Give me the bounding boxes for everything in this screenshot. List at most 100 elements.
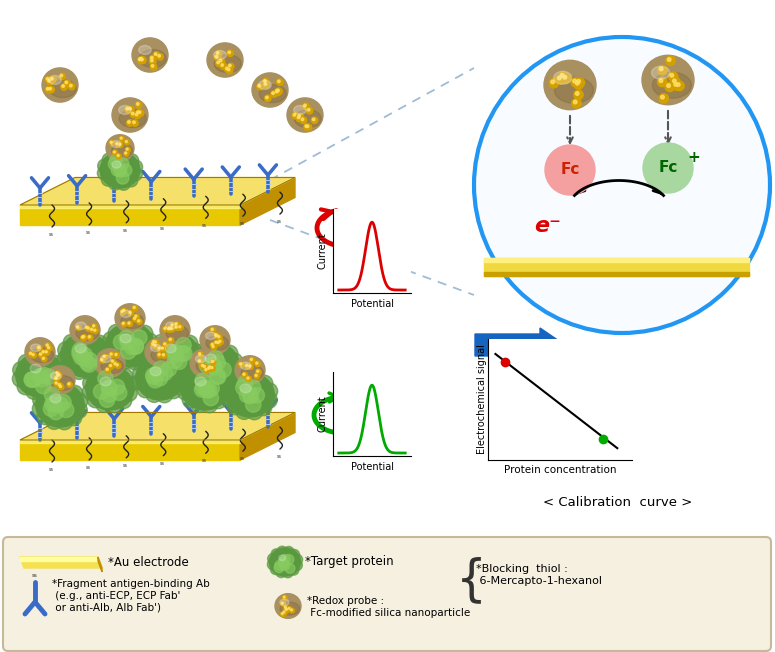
Circle shape: [106, 333, 123, 350]
Circle shape: [220, 369, 237, 386]
Circle shape: [153, 340, 159, 346]
Circle shape: [139, 58, 141, 61]
Text: ss: ss: [122, 228, 128, 233]
Circle shape: [63, 387, 79, 404]
Circle shape: [110, 353, 112, 355]
Ellipse shape: [140, 50, 166, 68]
Circle shape: [131, 334, 147, 350]
Circle shape: [272, 92, 274, 95]
Circle shape: [150, 59, 153, 62]
Circle shape: [161, 347, 164, 349]
Circle shape: [109, 352, 115, 357]
Circle shape: [122, 155, 136, 169]
Circle shape: [82, 331, 99, 348]
Circle shape: [203, 365, 205, 368]
Circle shape: [215, 55, 218, 58]
Circle shape: [216, 376, 232, 393]
Circle shape: [42, 395, 59, 412]
Circle shape: [206, 377, 222, 393]
Circle shape: [16, 370, 33, 387]
Circle shape: [285, 608, 287, 610]
Circle shape: [93, 328, 98, 334]
Circle shape: [177, 346, 192, 361]
Circle shape: [57, 374, 60, 376]
Circle shape: [163, 354, 164, 356]
Circle shape: [161, 353, 167, 358]
Circle shape: [12, 362, 29, 378]
Text: ss: ss: [49, 467, 53, 472]
Circle shape: [105, 162, 119, 176]
Circle shape: [226, 391, 243, 407]
Circle shape: [116, 158, 129, 170]
Circle shape: [17, 378, 34, 395]
Circle shape: [195, 348, 212, 364]
Text: *Au electrode: *Au electrode: [108, 557, 189, 569]
Circle shape: [173, 340, 190, 357]
Circle shape: [181, 383, 198, 400]
Circle shape: [91, 389, 108, 406]
Circle shape: [298, 116, 300, 119]
Circle shape: [67, 349, 84, 366]
Circle shape: [31, 353, 36, 358]
X-axis label: Potential: Potential: [350, 299, 394, 309]
Circle shape: [138, 357, 155, 374]
Circle shape: [115, 363, 121, 368]
Circle shape: [40, 406, 57, 423]
Circle shape: [65, 337, 82, 354]
Circle shape: [177, 337, 195, 353]
Circle shape: [81, 334, 87, 340]
Circle shape: [202, 340, 219, 357]
Circle shape: [116, 368, 133, 385]
Circle shape: [91, 324, 97, 329]
Circle shape: [157, 353, 174, 370]
Circle shape: [29, 352, 32, 354]
Circle shape: [148, 342, 164, 359]
Circle shape: [192, 363, 209, 380]
Circle shape: [76, 351, 91, 366]
Circle shape: [151, 65, 153, 67]
Circle shape: [208, 389, 225, 406]
Circle shape: [248, 364, 253, 370]
Circle shape: [126, 166, 140, 179]
Circle shape: [284, 552, 294, 563]
Ellipse shape: [166, 325, 188, 340]
Circle shape: [232, 390, 249, 406]
Circle shape: [128, 330, 144, 347]
Circle shape: [72, 342, 88, 358]
Ellipse shape: [36, 383, 84, 427]
Circle shape: [139, 58, 141, 61]
Circle shape: [133, 306, 138, 311]
Circle shape: [127, 321, 133, 327]
Circle shape: [115, 343, 133, 360]
Circle shape: [161, 371, 178, 388]
Circle shape: [136, 366, 153, 383]
Text: ss: ss: [32, 573, 38, 578]
Circle shape: [277, 548, 288, 559]
Circle shape: [113, 334, 129, 349]
Circle shape: [113, 389, 129, 406]
Circle shape: [46, 87, 49, 90]
X-axis label: Potential: Potential: [350, 462, 394, 472]
Circle shape: [45, 396, 60, 412]
Circle shape: [60, 385, 61, 387]
Circle shape: [212, 361, 213, 363]
Ellipse shape: [120, 334, 131, 343]
Circle shape: [572, 98, 581, 108]
Circle shape: [119, 143, 121, 145]
Circle shape: [167, 328, 170, 330]
Circle shape: [215, 362, 231, 378]
Circle shape: [38, 384, 55, 401]
Circle shape: [50, 372, 67, 389]
Ellipse shape: [190, 349, 220, 378]
Circle shape: [202, 364, 208, 370]
Circle shape: [281, 613, 283, 615]
Ellipse shape: [106, 135, 134, 161]
Circle shape: [171, 359, 188, 376]
Circle shape: [205, 385, 221, 402]
Text: ss: ss: [239, 221, 244, 226]
Circle shape: [135, 315, 137, 317]
Circle shape: [128, 321, 144, 337]
Polygon shape: [98, 557, 102, 572]
Circle shape: [162, 330, 179, 347]
Circle shape: [121, 164, 135, 178]
